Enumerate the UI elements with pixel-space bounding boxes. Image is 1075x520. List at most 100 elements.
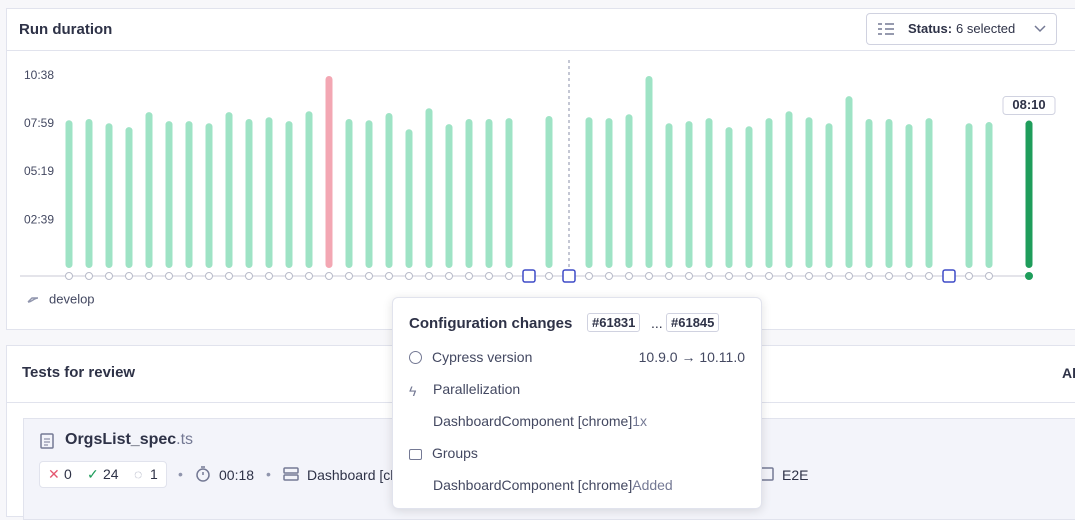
bar [225, 112, 233, 268]
bar [305, 111, 313, 269]
run-dot [405, 272, 413, 280]
row-label: Parallelization [433, 381, 521, 397]
run-dot [985, 272, 993, 280]
chart: develop 02:39 05:19 07:59 10:38 08:10 [20, 60, 1056, 306]
bar [845, 96, 853, 268]
run-dot [105, 272, 113, 280]
status-dropdown[interactable]: Status: 6 selected [866, 13, 1057, 45]
run-dot [805, 272, 813, 280]
bar [465, 119, 473, 268]
dot: • [178, 466, 183, 482]
run-dot [265, 272, 273, 280]
bar [805, 117, 813, 268]
testing-type-icon [760, 467, 774, 481]
run-dot [185, 272, 193, 280]
run-to[interactable]: #61845 [666, 313, 720, 332]
bar [105, 123, 113, 268]
bar [485, 119, 493, 268]
card-title: Run duration [19, 21, 113, 38]
run-dot [445, 272, 453, 280]
timer-icon [196, 466, 210, 482]
bar [245, 119, 253, 268]
run-dot [485, 272, 493, 280]
run-dot [885, 272, 893, 280]
tooltip-row: Groups [409, 445, 745, 465]
run-dot [65, 272, 73, 280]
bar [985, 122, 993, 268]
bar [625, 114, 633, 268]
flaky-icon: ◌ [134, 466, 143, 482]
bar [885, 119, 893, 268]
config-change-marker [522, 269, 536, 283]
run-dot [1025, 272, 1033, 280]
bar [865, 119, 873, 268]
run-dot [285, 272, 293, 280]
bar [125, 127, 133, 268]
run-dot [705, 272, 713, 280]
failed-icon: ✕ [48, 466, 60, 482]
bar [505, 118, 513, 269]
filter-icon [878, 23, 894, 35]
bar [785, 111, 793, 269]
run-dot [745, 272, 753, 280]
bar [365, 120, 373, 268]
run-dot [245, 272, 253, 280]
tooltip-title: Configuration changes [409, 315, 573, 332]
run-dot [325, 272, 333, 280]
value-label: 08:10 [1012, 97, 1045, 112]
bar [645, 76, 653, 268]
tooltip-row: DashboardComponent [chrome]1x [433, 413, 745, 433]
row-value: 1x [632, 413, 648, 429]
divider [6, 50, 1075, 51]
run-sep: ... [651, 315, 663, 331]
result-counts: ✕ 0 ✓ 24 ◌ 1 [39, 461, 167, 488]
run-dot [225, 272, 233, 280]
run-dot [785, 272, 793, 280]
bar [545, 116, 553, 268]
row-label: DashboardComponent [chrome] [433, 413, 633, 429]
run-dot [505, 272, 513, 280]
bar [425, 108, 433, 269]
passed-count: 24 [103, 466, 119, 482]
all-link[interactable]: All [1062, 365, 1075, 381]
failed-count: 0 [64, 466, 72, 482]
run-dot [365, 272, 373, 280]
bar [705, 118, 713, 269]
run-dot [385, 272, 393, 280]
row-value: 10.9.0 → 10.11.0 [638, 349, 745, 365]
bar [85, 119, 93, 268]
bar [665, 123, 673, 268]
passed-icon: ✓ [87, 466, 99, 482]
branch-icon [27, 297, 39, 303]
spec-name: OrgsList_spec.ts [65, 431, 193, 449]
spec-base: OrgsList_spec [65, 431, 177, 448]
run-dot [965, 272, 973, 280]
bar [65, 120, 73, 268]
run-dot [165, 272, 173, 280]
run-dot [585, 272, 593, 280]
bar [445, 124, 453, 268]
run-dot [625, 272, 633, 280]
dot: • [266, 466, 271, 482]
bolt-icon: ϟ [409, 383, 417, 399]
bar [965, 123, 973, 268]
status-value: 6 selected [956, 21, 1016, 36]
y-tick-label: 10:38 [24, 68, 54, 82]
run-dot [845, 272, 853, 280]
run-from[interactable]: #61831 [587, 313, 641, 332]
bar [405, 129, 413, 268]
run-dot [425, 272, 433, 280]
run-dot [305, 272, 313, 280]
bar [605, 118, 613, 269]
bar [185, 121, 193, 268]
tooltip-row: DashboardComponent [chrome]Added [433, 477, 745, 497]
bar [265, 117, 273, 268]
testing-type: E2E [782, 467, 809, 483]
row-label: Groups [432, 445, 478, 461]
row-value: Added [632, 477, 673, 493]
bar [325, 76, 333, 268]
run-dot [125, 272, 133, 280]
run-dot [465, 272, 473, 280]
bar [685, 121, 693, 268]
